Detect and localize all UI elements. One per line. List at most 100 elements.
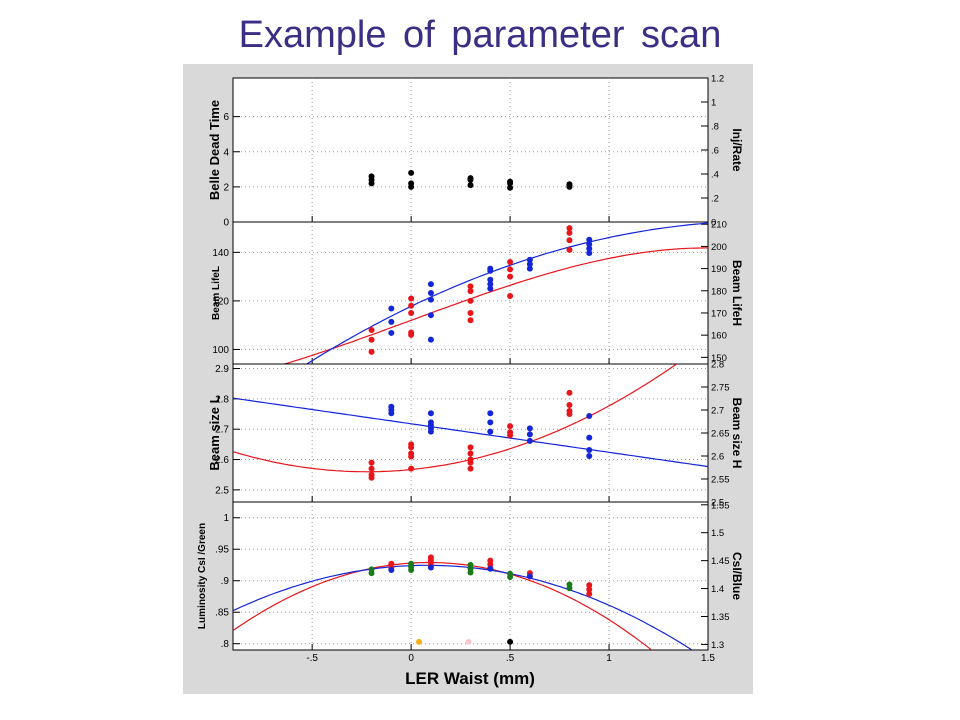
data-point-red xyxy=(408,465,415,472)
left-tick-label: 120 xyxy=(212,296,229,307)
data-point-blue xyxy=(586,241,593,248)
panel-lifetime: 100 120 140 150 160 170 180 190 200 210 Beam LifeL… xyxy=(211,220,744,365)
right-tick-label: 2.7 xyxy=(711,406,724,417)
data-point-red xyxy=(467,310,474,317)
left-axis-title: Belle Dead Time xyxy=(207,100,222,200)
plot-area xyxy=(232,77,709,223)
data-point-green xyxy=(368,570,375,577)
panel-beam-size: 2.52.62.72.82.92.52.552.62.652.72.752.8B… xyxy=(207,360,744,509)
x-axis-label: LER Waist (mm) xyxy=(405,669,535,688)
data-point-red xyxy=(507,432,514,439)
right-tick-label: .2 xyxy=(711,194,719,205)
data-point-blue xyxy=(388,410,395,417)
right-tick-label: 2.8 xyxy=(711,360,724,371)
data-point-black xyxy=(507,638,514,645)
data-point-blue xyxy=(526,265,533,272)
data-point-black xyxy=(467,176,474,183)
data-point-blue xyxy=(427,410,434,417)
right-tick-label: 2.75 xyxy=(711,383,730,394)
right-tick-label: 2.65 xyxy=(711,429,730,440)
right-tick-label: .6 xyxy=(711,146,719,157)
data-point-blue xyxy=(388,567,395,574)
data-point-blue xyxy=(526,437,533,444)
data-point-blue xyxy=(427,296,434,303)
left-tick-label: 2.9 xyxy=(215,364,229,375)
right-tick-label: 1.3 xyxy=(711,640,724,651)
fit-curve-blue xyxy=(305,222,708,364)
data-point-red xyxy=(467,297,474,304)
x-tick-label: -.5 xyxy=(306,653,318,664)
data-point-red xyxy=(566,229,573,236)
data-point-green xyxy=(467,569,474,576)
right-tick-label: .4 xyxy=(711,170,719,181)
left-tick-label: 2.6 xyxy=(215,455,229,466)
x-tick-label: .5 xyxy=(506,653,515,664)
data-point-red xyxy=(566,411,573,418)
left-tick-label: 2 xyxy=(223,182,229,193)
left-tick-label: 6 xyxy=(223,112,229,123)
data-point-red xyxy=(467,459,474,466)
data-point-red xyxy=(368,465,375,472)
data-point-blue xyxy=(526,573,533,580)
data-point-red xyxy=(368,336,375,343)
left-tick-label: 2.5 xyxy=(215,485,229,496)
data-point-blue xyxy=(526,425,533,432)
data-point-blue xyxy=(487,419,494,426)
data-point-red xyxy=(408,444,415,451)
right-tick-label: 2.6 xyxy=(711,452,724,463)
data-point-blue xyxy=(427,428,434,435)
data-point-blue xyxy=(427,312,434,319)
data-point-red xyxy=(368,348,375,355)
data-point-red xyxy=(586,582,593,589)
left-tick-label: 2.8 xyxy=(215,394,229,405)
data-point-blue xyxy=(427,290,434,296)
data-point-green xyxy=(566,585,573,592)
left-axis-title: Luminosity CsI /Green xyxy=(197,523,208,629)
data-point-black xyxy=(507,180,514,187)
data-point-red xyxy=(507,423,514,430)
panels: 0 2 4 6 0 .2 .4 .6 .8 1 1.2 Belle Dead Time Inj/Rate… xyxy=(197,74,744,665)
data-point-blue xyxy=(388,318,395,325)
data-point-red xyxy=(566,237,573,244)
left-tick-label: 1 xyxy=(223,513,229,524)
right-axis-title: CsI/Blue xyxy=(730,552,744,600)
data-point-red xyxy=(586,586,593,593)
right-tick-label: 1.45 xyxy=(711,556,730,567)
right-tick-label: 0 xyxy=(711,218,716,229)
right-tick-label: 2.5 xyxy=(711,498,724,509)
data-point-blue xyxy=(487,285,494,292)
left-axis-title: Beam size L xyxy=(207,395,222,470)
data-point-black xyxy=(368,180,375,187)
left-tick-label: 4 xyxy=(223,147,229,158)
data-point-blue xyxy=(487,267,494,274)
data-point-blue xyxy=(586,236,593,243)
data-point-red xyxy=(467,450,474,457)
data-point-red xyxy=(368,474,375,481)
data-point-red xyxy=(586,590,593,597)
right-tick-label: 1.55 xyxy=(711,500,730,511)
data-point-blue xyxy=(388,305,395,312)
data-point-red xyxy=(566,401,573,408)
data-point-blue xyxy=(487,565,494,572)
data-point-blue xyxy=(487,276,494,283)
right-axis-title: Beam LifeH xyxy=(730,260,744,326)
data-point-red xyxy=(408,331,415,338)
panel-dead-time: 0 2 4 6 0 .2 .4 .6 .8 1 1.2 Belle Dead Time Inj/Rate xyxy=(207,74,744,229)
data-point-black xyxy=(408,169,415,176)
data-point-red xyxy=(408,295,415,302)
left-tick-label: 0 xyxy=(223,218,229,229)
right-tick-label: 180 xyxy=(711,286,727,297)
right-tick-label: 150 xyxy=(711,353,727,364)
data-point-red xyxy=(467,288,474,295)
data-point-red xyxy=(566,246,573,253)
left-tick-label: .9 xyxy=(221,576,230,587)
left-tick-label: .95 xyxy=(215,545,229,556)
data-point-blue xyxy=(586,453,593,459)
data-point-red xyxy=(368,459,375,466)
data-point-black xyxy=(566,182,573,189)
data-point-red xyxy=(566,225,573,232)
data-point-blue xyxy=(427,281,434,288)
data-point-green xyxy=(408,567,415,574)
right-tick-label: 1.2 xyxy=(711,74,724,85)
